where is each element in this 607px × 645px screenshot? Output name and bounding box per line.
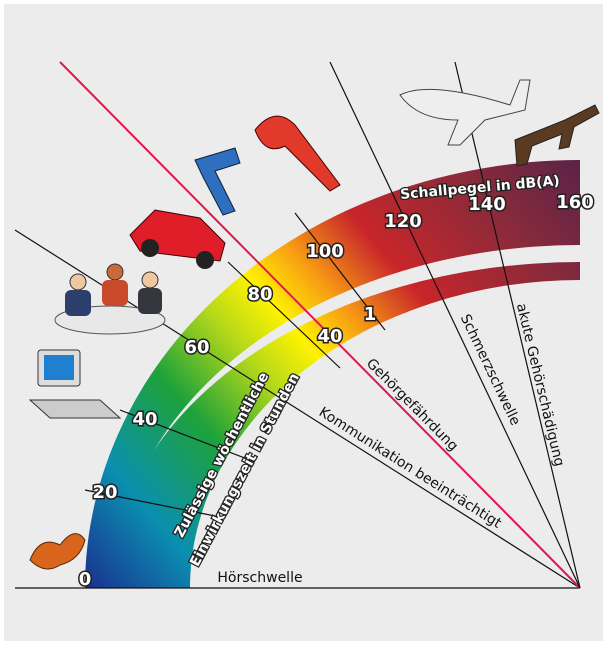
scale-label: 40 bbox=[132, 409, 157, 430]
scale-label: 120 bbox=[384, 211, 422, 232]
scale-label: 60 bbox=[184, 337, 209, 358]
scale-label: 80 bbox=[247, 284, 272, 305]
scale-label: 0 bbox=[79, 569, 92, 590]
icons bbox=[28, 79, 600, 570]
threshold-label: Hörschwelle bbox=[217, 570, 302, 586]
exposure-label: 40 bbox=[317, 326, 342, 347]
scale-label: 140 bbox=[468, 194, 506, 215]
scale-label: 20 bbox=[92, 482, 117, 503]
scale-label: 160 bbox=[556, 192, 594, 213]
threshold-line bbox=[329, 61, 581, 589]
scale-label: 100 bbox=[306, 241, 344, 262]
threshold-line bbox=[59, 61, 581, 589]
sound-level-band bbox=[85, 160, 580, 588]
exposure-band bbox=[110, 262, 580, 588]
exposure-label: 1 bbox=[364, 304, 377, 325]
scale-marks bbox=[84, 212, 386, 519]
threshold-line bbox=[454, 61, 581, 589]
